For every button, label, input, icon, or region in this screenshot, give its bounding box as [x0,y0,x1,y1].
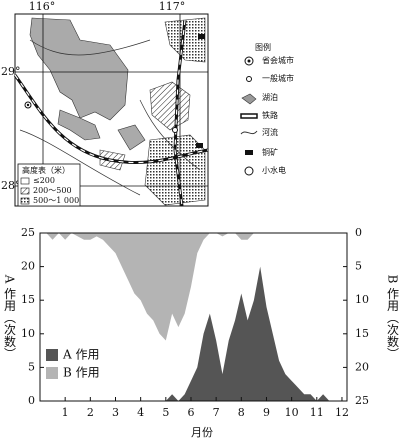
lon-label: 116° [29,0,56,13]
legend-label: 小水电 [262,165,286,175]
legend-icon [240,113,258,119]
map: 116° 117° 29° 28° 高度表（米） ≤200 200～500 50… [1,0,294,207]
legend-label: B 作用 [63,366,100,380]
y2-tick-label: 25 [355,394,369,407]
legend-swatch [46,349,58,361]
railway [14,74,209,164]
legend-icon [245,150,253,155]
river [19,39,201,196]
x-tick-label: 10 [285,406,299,419]
legend-icon [240,130,258,135]
x-tick-label: 7 [213,406,220,419]
x-tick-label: 8 [238,406,245,419]
x-tick-label: 2 [87,406,94,419]
legend-label: 铁路 [262,110,278,120]
y-tick-label: 0 [28,394,35,407]
railway [174,19,186,207]
legend-icon [241,93,257,105]
lon-label: 117° [159,0,186,13]
y2-tick-label: 20 [355,360,369,373]
y-tick-label: 15 [21,293,35,306]
legend-label: 一般城市 [262,73,294,83]
x-tick-label: 11 [310,406,324,419]
city [172,127,178,133]
legend-icon [244,166,254,176]
y-tick-label: 20 [21,260,35,273]
elevation-label: ≤200 [33,176,55,185]
lake [117,124,146,151]
lake [29,17,129,121]
y-axis-title: A 作用（次数） [3,274,17,359]
legend-icon [244,56,254,66]
lake [57,109,101,141]
y2-axis-title: B 作用（次数） [386,275,400,360]
elevation-swatch [20,177,30,185]
elevation-swatch [20,187,30,195]
y2-tick-label: 10 [355,293,369,306]
y2-tick-label: 5 [355,260,362,273]
legend-icon [247,59,251,63]
x-tick-label: 6 [187,406,194,419]
elevation-title: 高度表（米） [22,165,70,175]
y2-tick-label: 0 [355,226,362,239]
x-tick-label: 12 [335,406,349,419]
mountain [164,17,206,63]
legend-label: 湖泊 [262,92,278,102]
lat-label: 29° [1,65,21,78]
y2-tick-label: 15 [355,327,369,340]
copper-mine [196,143,203,148]
plot-frame [39,232,348,402]
x-tick-label: 3 [112,406,119,419]
provincial-capital [26,103,30,107]
elevation-label: 500～1 000 [33,196,79,205]
y-tick-label: 10 [21,327,35,340]
elevation-swatch [20,197,30,205]
area [40,233,342,341]
legend-label: 河流 [262,127,278,137]
legend-label: 铜矿 [262,147,278,157]
x-tick-label: 1 [62,406,69,419]
elevation-label: 200～500 [33,186,72,195]
legend-label: A 作用 [62,348,99,362]
x-axis-title: 月份 [191,426,213,439]
copper-mine [198,34,205,39]
legend-label: 省会城市 [262,55,294,65]
legend-title: 图例 [255,42,271,52]
x-tick-label: 5 [162,406,169,419]
y-tick-label: 25 [21,226,35,239]
legend-icon [246,76,252,82]
x-tick-label: 4 [137,406,144,419]
x-tick-label: 9 [263,406,270,419]
lat-label: 28° [1,179,21,192]
y-tick-label: 5 [28,360,35,373]
area [40,266,342,401]
legend-swatch [46,367,58,379]
